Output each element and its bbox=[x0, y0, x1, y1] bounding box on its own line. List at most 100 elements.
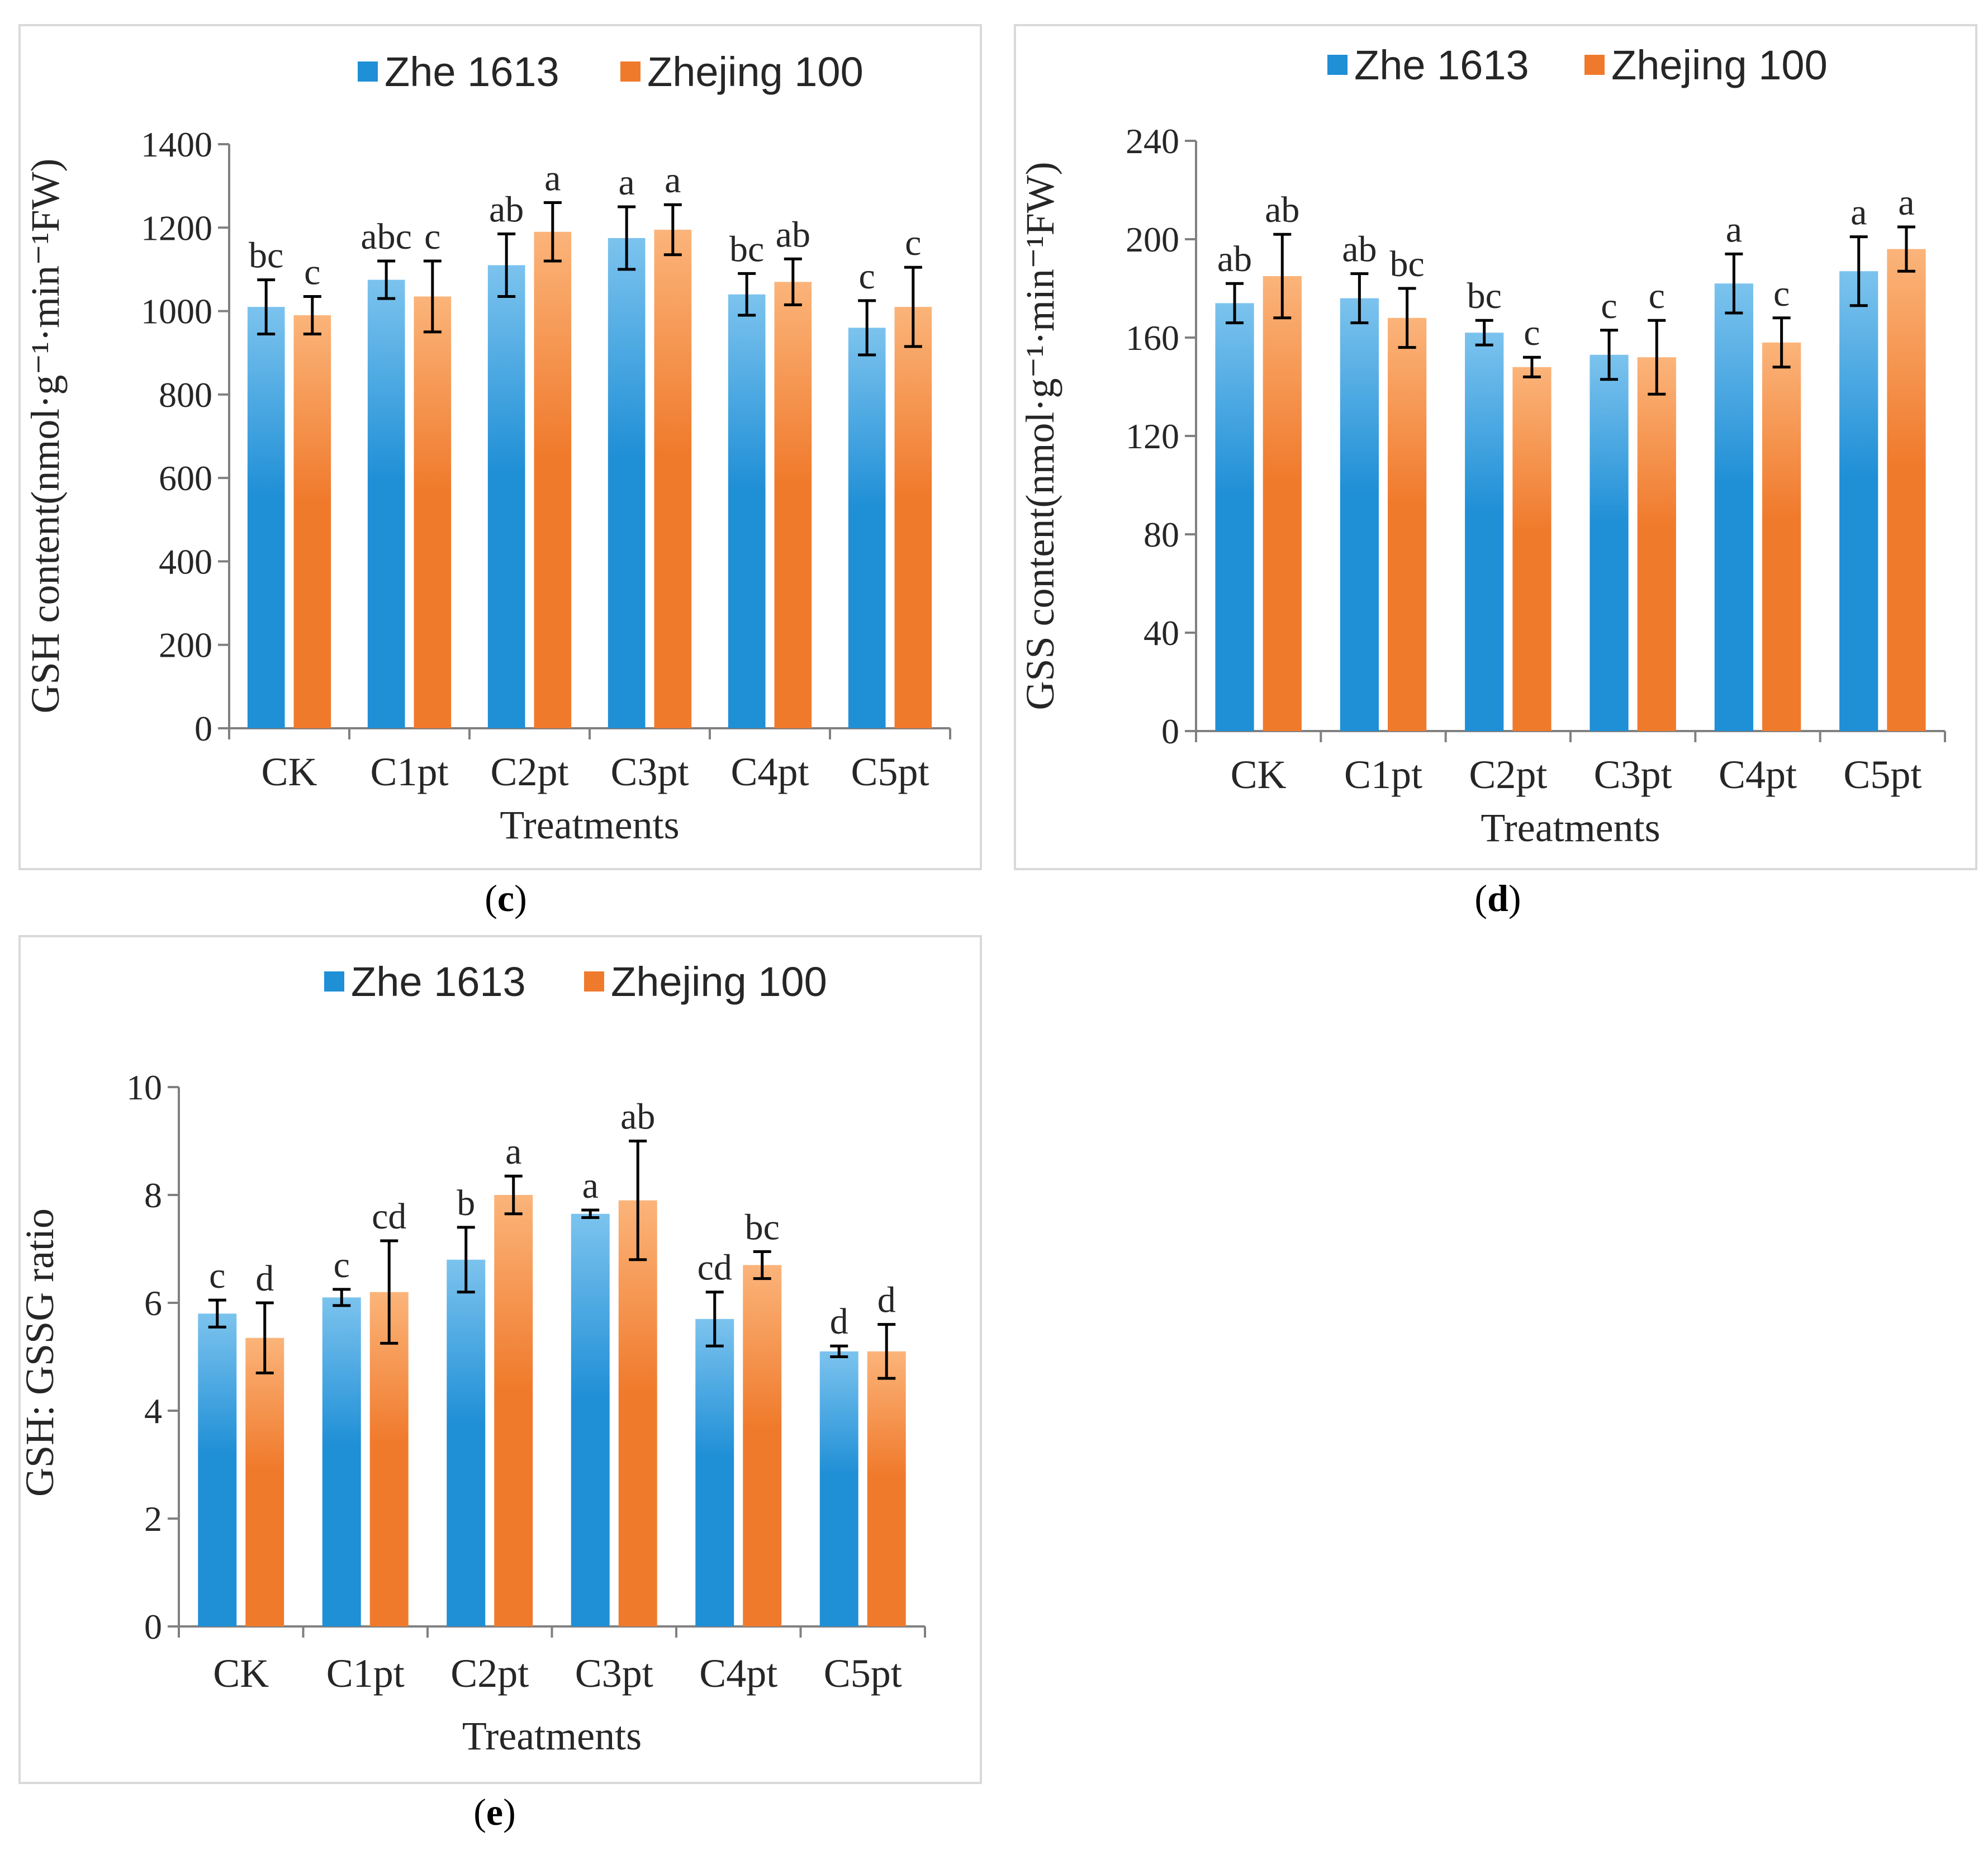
bar-zhe-1613-c3pt bbox=[571, 1213, 610, 1626]
y-tick-label: 200 bbox=[159, 625, 212, 665]
legend-swatch-zhe-1613 bbox=[1327, 55, 1348, 75]
bar-zhe-1613-c1pt bbox=[322, 1297, 361, 1626]
x-axis-title: Treatments bbox=[462, 1714, 642, 1758]
significance-letter: a bbox=[665, 160, 681, 201]
x-category-label: C4pt bbox=[1719, 752, 1797, 797]
x-category-label: CK bbox=[213, 1651, 269, 1696]
legend-label-zhejing-100: Zhejing 100 bbox=[611, 959, 827, 1005]
x-category-label: C2pt bbox=[1469, 752, 1547, 797]
y-tick-label: 0 bbox=[1161, 711, 1179, 751]
legend-swatch-zhejing-100 bbox=[584, 971, 604, 992]
bar-zhe-1613-c3pt bbox=[608, 238, 646, 729]
significance-letter: c bbox=[1601, 286, 1617, 326]
bar-zhe-1613-c1pt bbox=[367, 279, 405, 728]
bar-zhejing-100-c3pt bbox=[654, 230, 692, 729]
y-tick-label: 600 bbox=[159, 458, 212, 498]
significance-letter: c bbox=[304, 252, 320, 292]
panel-caption-letter: c bbox=[497, 877, 514, 919]
y-tick-label: 40 bbox=[1144, 613, 1179, 653]
x-category-label: C4pt bbox=[730, 750, 809, 794]
x-category-label: C5pt bbox=[851, 750, 929, 794]
y-tick-label: 80 bbox=[1144, 515, 1179, 554]
significance-letter: a bbox=[1851, 192, 1867, 233]
x-category-label: C3pt bbox=[610, 750, 689, 794]
y-axis-title: GSH content(nmol·g⁻¹·min⁻¹FW) bbox=[23, 158, 68, 713]
bar-zhejing-100-ck bbox=[1263, 276, 1302, 731]
significance-letter: c bbox=[1524, 312, 1540, 353]
significance-letter: c bbox=[424, 216, 440, 257]
bar-zhe-1613-c4pt bbox=[728, 294, 766, 728]
y-tick-label: 6 bbox=[144, 1283, 162, 1323]
panel-caption: (c) bbox=[485, 877, 527, 919]
significance-letter: c bbox=[859, 256, 875, 297]
significance-letter: a bbox=[582, 1165, 599, 1206]
bar-zhejing-100-c1pt bbox=[369, 1292, 409, 1626]
bar-zhe-1613-c3pt bbox=[1590, 354, 1629, 731]
bar-zhejing-100-c5pt bbox=[867, 1351, 906, 1626]
bar-zhe-1613-c4pt bbox=[1714, 283, 1753, 731]
significance-letter: c bbox=[334, 1245, 350, 1285]
significance-letter: bc bbox=[249, 235, 283, 276]
bar-zhejing-100-c2pt bbox=[534, 231, 572, 728]
legend-label-zhe-1613: Zhe 1613 bbox=[385, 49, 559, 95]
panel-caption-letter: e bbox=[486, 1791, 503, 1833]
bar-zhe-1613-c2pt bbox=[1465, 333, 1504, 731]
x-category-label: C3pt bbox=[575, 1651, 653, 1696]
y-tick-label: 800 bbox=[159, 375, 212, 415]
x-category-label: C2pt bbox=[490, 750, 568, 794]
x-category-label: C4pt bbox=[699, 1651, 777, 1696]
significance-letter: bc bbox=[745, 1207, 780, 1247]
significance-letter: ab bbox=[1217, 239, 1252, 279]
significance-letter: b bbox=[457, 1183, 475, 1223]
bar-zhejing-100-c3pt bbox=[1637, 357, 1676, 731]
y-tick-label: 8 bbox=[144, 1175, 162, 1215]
significance-letter: ab bbox=[1265, 189, 1299, 230]
x-category-label: C5pt bbox=[1843, 752, 1921, 797]
bar-zhe-1613-c2pt bbox=[447, 1259, 486, 1626]
significance-letter: c bbox=[1773, 273, 1790, 314]
bar-zhejing-100-c1pt bbox=[1388, 317, 1427, 731]
legend-swatch-zhe-1613 bbox=[358, 61, 378, 82]
bar-zhejing-100-c5pt bbox=[1887, 249, 1926, 732]
x-category-label: C5pt bbox=[824, 1651, 902, 1696]
significance-letter: abc bbox=[360, 216, 412, 257]
y-axis-title: GSS content(nmol·g⁻¹·min⁻¹FW) bbox=[1018, 162, 1062, 710]
y-tick-label: 0 bbox=[194, 709, 212, 748]
y-tick-label: 120 bbox=[1126, 416, 1179, 456]
bar-zhejing-100-c1pt bbox=[414, 296, 452, 728]
x-category-label: C1pt bbox=[370, 750, 448, 794]
y-tick-label: 0 bbox=[144, 1607, 162, 1647]
significance-letter: a bbox=[619, 162, 635, 203]
bar-zhe-1613-ck bbox=[198, 1313, 237, 1626]
significance-letter: a bbox=[1898, 182, 1914, 223]
significance-letter: c bbox=[209, 1255, 225, 1296]
bar-zhe-1613-c5pt bbox=[1839, 271, 1878, 731]
y-tick-label: 1400 bbox=[141, 125, 212, 164]
y-tick-label: 4 bbox=[144, 1391, 162, 1431]
bar-zhejing-100-c3pt bbox=[618, 1200, 657, 1626]
panel-caption-letter: d bbox=[1487, 877, 1508, 919]
legend-label-zhejing-100: Zhejing 100 bbox=[1611, 42, 1828, 88]
legend-swatch-zhejing-100 bbox=[620, 61, 640, 82]
significance-letter: a bbox=[1726, 209, 1742, 250]
significance-letter: c bbox=[1649, 276, 1665, 316]
y-tick-label: 1200 bbox=[141, 208, 212, 248]
x-category-label: C1pt bbox=[1344, 752, 1422, 797]
y-tick-label: 10 bbox=[126, 1068, 162, 1107]
significance-letter: a bbox=[544, 158, 561, 199]
legend-label-zhe-1613: Zhe 1613 bbox=[351, 959, 526, 1005]
x-category-label: CK bbox=[1231, 752, 1287, 797]
significance-letter: d bbox=[877, 1280, 896, 1321]
y-tick-label: 160 bbox=[1126, 318, 1179, 358]
significance-letter: ab bbox=[620, 1097, 655, 1137]
x-category-label: C1pt bbox=[326, 1651, 405, 1696]
significance-letter: d bbox=[255, 1258, 274, 1299]
significance-letter: c bbox=[905, 222, 921, 263]
bar-zhejing-100-c4pt bbox=[1762, 342, 1801, 731]
bar-zhejing-100-c4pt bbox=[774, 282, 812, 729]
significance-letter: ab bbox=[776, 214, 810, 255]
significance-letter: bc bbox=[1467, 276, 1502, 316]
